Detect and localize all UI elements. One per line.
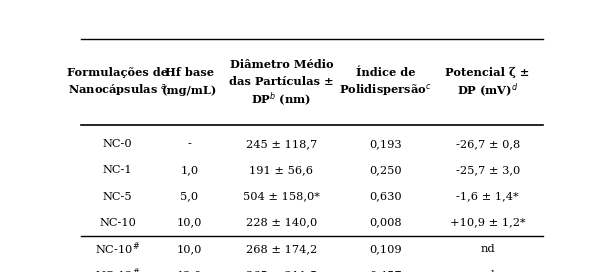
Text: 12,0: 12,0 bbox=[177, 270, 202, 272]
Text: das Partículas ±: das Partículas ± bbox=[229, 76, 334, 87]
Text: 1,0: 1,0 bbox=[180, 165, 199, 175]
Text: -25,7 ± 3,0: -25,7 ± 3,0 bbox=[456, 165, 520, 175]
Text: 228 ± 140,0: 228 ± 140,0 bbox=[246, 218, 317, 228]
Text: Nanocápsulas $^{a}$: Nanocápsulas $^{a}$ bbox=[68, 83, 167, 98]
Text: 245 ± 118,7: 245 ± 118,7 bbox=[246, 139, 317, 149]
Text: 0,109: 0,109 bbox=[369, 244, 401, 254]
Text: NC-10$^{\#}$: NC-10$^{\#}$ bbox=[95, 241, 140, 257]
Text: Potencial ζ ±: Potencial ζ ± bbox=[446, 67, 530, 78]
Text: nd: nd bbox=[481, 270, 495, 272]
Text: NC-10: NC-10 bbox=[99, 218, 136, 228]
Text: NC-5: NC-5 bbox=[103, 191, 133, 202]
Text: -: - bbox=[188, 139, 191, 149]
Text: 268 ± 174,2: 268 ± 174,2 bbox=[246, 244, 317, 254]
Text: 365 ± 211,5: 365 ± 211,5 bbox=[246, 270, 317, 272]
Text: 191 ± 56,6: 191 ± 56,6 bbox=[250, 165, 314, 175]
Text: NC-1: NC-1 bbox=[103, 165, 133, 175]
Text: NC-0: NC-0 bbox=[103, 139, 133, 149]
Text: 0,250: 0,250 bbox=[369, 165, 401, 175]
Text: Formulações de: Formulações de bbox=[67, 67, 168, 78]
Text: DP$^{b}$ (nm): DP$^{b}$ (nm) bbox=[252, 91, 311, 109]
Text: DP (mV)$^{d}$: DP (mV)$^{d}$ bbox=[457, 82, 518, 100]
Text: -26,7 ± 0,8: -26,7 ± 0,8 bbox=[456, 139, 520, 149]
Text: NC-12$^{\#}$: NC-12$^{\#}$ bbox=[95, 267, 140, 272]
Text: Índice de: Índice de bbox=[356, 67, 415, 78]
Text: 0,193: 0,193 bbox=[369, 139, 401, 149]
Text: 10,0: 10,0 bbox=[177, 218, 202, 228]
Text: Polidispersão$^{c}$: Polidispersão$^{c}$ bbox=[339, 83, 431, 98]
Text: +10,9 ± 1,2*: +10,9 ± 1,2* bbox=[450, 218, 526, 228]
Text: -1,6 ± 1,4*: -1,6 ± 1,4* bbox=[456, 191, 519, 202]
Text: 504 ± 158,0*: 504 ± 158,0* bbox=[243, 191, 320, 202]
Text: 10,0: 10,0 bbox=[177, 244, 202, 254]
Text: 0,008: 0,008 bbox=[369, 218, 401, 228]
Text: Hf base: Hf base bbox=[165, 67, 214, 78]
Text: 0,457: 0,457 bbox=[369, 270, 401, 272]
Text: 5,0: 5,0 bbox=[180, 191, 199, 202]
Text: Diâmetro Médio: Diâmetro Médio bbox=[230, 58, 333, 70]
Text: (mg/mL): (mg/mL) bbox=[162, 85, 217, 96]
Text: 0,630: 0,630 bbox=[369, 191, 401, 202]
Text: nd: nd bbox=[481, 244, 495, 254]
